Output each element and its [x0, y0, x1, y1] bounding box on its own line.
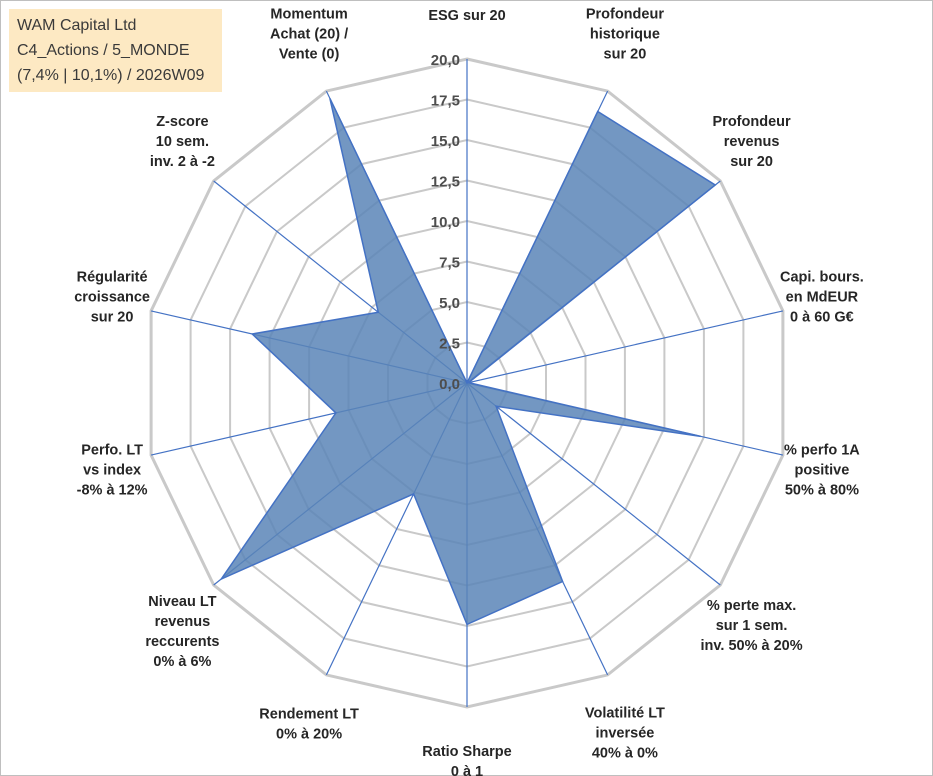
info-box: WAM Capital Ltd C4_Actions / 5_MONDE (7,… — [9, 9, 222, 92]
tick-label: 15,0 — [431, 133, 460, 150]
axis-label-line: Ratio Sharpe — [422, 744, 511, 760]
axis-label-line: reccurents — [145, 634, 219, 650]
axis-label-line: Niveau LT — [148, 594, 216, 610]
radar-tick-labels: 0,0 2,5 5,0 7,5 10,0 12,5 15,0 17,5 20,0 — [431, 52, 460, 393]
axis-label-line: inversée — [595, 726, 654, 742]
axis-label-line: 40% à 0% — [592, 746, 658, 762]
axis-label: Perfo. LT vs index -8% à 12% — [77, 442, 148, 498]
axis-label-line: sur 1 sem. — [716, 618, 788, 634]
axis-label-line: ESG sur 20 — [428, 8, 505, 24]
axis-label: Momentum Achat (20) / Vente (0) — [270, 6, 348, 62]
axis-spoke — [466, 310, 784, 384]
axis-label-line: en MdEUR — [786, 290, 859, 306]
tick-label: 10,0 — [431, 214, 460, 231]
axis-label-line: % perte max. — [707, 598, 796, 614]
axis-label-line: Volatilité LT — [585, 706, 665, 722]
axis-label-line: inv. 50% à 20% — [701, 638, 803, 654]
radar-axis-labels: Note ESG sur 20 Profondeur historique sur 20… — [74, 0, 864, 776]
axis-label-line: vs index — [83, 462, 141, 478]
axis-label-line: Perfo. LT — [81, 442, 143, 458]
series-area — [219, 98, 717, 626]
axis-label-line: Capi. bours. — [780, 270, 864, 286]
tick-label: 0,0 — [439, 376, 460, 393]
axis-label: Ratio Sharpe 0 à 1 — [422, 744, 511, 776]
axis-label-line: Vente (0) — [279, 46, 340, 62]
axis-label-line: sur 20 — [91, 310, 134, 326]
axis-label-line: Profondeur — [713, 114, 791, 130]
axis-label-line: positive — [795, 462, 850, 478]
axis-label: % perfo 1A positive 50% à 80% — [784, 442, 860, 498]
period-stats: (7,4% | 10,1%) / 2026W09 — [17, 67, 205, 84]
tick-label: 20,0 — [431, 52, 460, 69]
axis-label-line: sur 20 — [604, 46, 647, 62]
tick-label: 2,5 — [439, 336, 460, 353]
tick-label: 5,0 — [439, 295, 460, 312]
axis-label-line: 0 à 60 G€ — [790, 310, 854, 326]
axis-label-line: sur 20 — [730, 154, 773, 170]
axis-label-line: 0 à 1 — [451, 764, 483, 776]
axis-label-line: revenus — [724, 134, 780, 150]
axis-label-line: croissance — [74, 290, 150, 306]
company-name: WAM Capital Ltd — [17, 17, 137, 34]
axis-label-line: historique — [590, 26, 660, 42]
axis-label: Profondeur historique sur 20 — [586, 6, 664, 62]
axis-label-line: Note — [451, 0, 483, 4]
axis-spoke — [466, 382, 721, 586]
axis-label: Volatilité LT inversée 40% à 0% — [585, 706, 665, 762]
axis-label-line: Momentum — [270, 6, 347, 22]
tick-label: 12,5 — [431, 174, 460, 191]
axis-label-line: Régularité — [77, 270, 148, 286]
axis-label-line: 50% à 80% — [785, 482, 859, 498]
axis-label-line: 0% à 20% — [276, 727, 342, 743]
axis-label-line: Z-score — [156, 114, 208, 130]
radar-series — [219, 98, 717, 626]
axis-label: Profondeur revenus sur 20 — [713, 114, 791, 170]
tick-label: 17,5 — [431, 93, 460, 110]
axis-label: Régularité croissance sur 20 — [74, 270, 150, 326]
axis-label: Niveau LT revenus reccurents 0% à 6% — [145, 594, 219, 670]
axis-label-line: % perfo 1A — [784, 442, 860, 458]
axis-label: % perte max. sur 1 sem. inv. 50% à 20% — [701, 598, 803, 654]
category-path: C4_Actions / 5_MONDE — [17, 42, 190, 59]
axis-label-line: Rendement LT — [259, 707, 359, 723]
axis-label-line: Achat (20) / — [270, 26, 348, 42]
axis-label: Note ESG sur 20 — [428, 0, 505, 24]
axis-label-line: Profondeur — [586, 6, 664, 22]
axis-label: Capi. bours. en MdEUR 0 à 60 G€ — [780, 270, 864, 326]
axis-label-line: -8% à 12% — [77, 482, 148, 498]
axis-label-line: revenus — [155, 614, 211, 630]
axis-label-line: 10 sem. — [156, 134, 209, 150]
tick-label: 7,5 — [439, 255, 460, 272]
axis-label: Rendement LT 0% à 20% — [259, 707, 359, 743]
axis-label-line: 0% à 6% — [153, 654, 211, 670]
axis-label: Z-score 10 sem. inv. 2 à -2 — [150, 114, 215, 170]
axis-label-line: inv. 2 à -2 — [150, 154, 215, 170]
